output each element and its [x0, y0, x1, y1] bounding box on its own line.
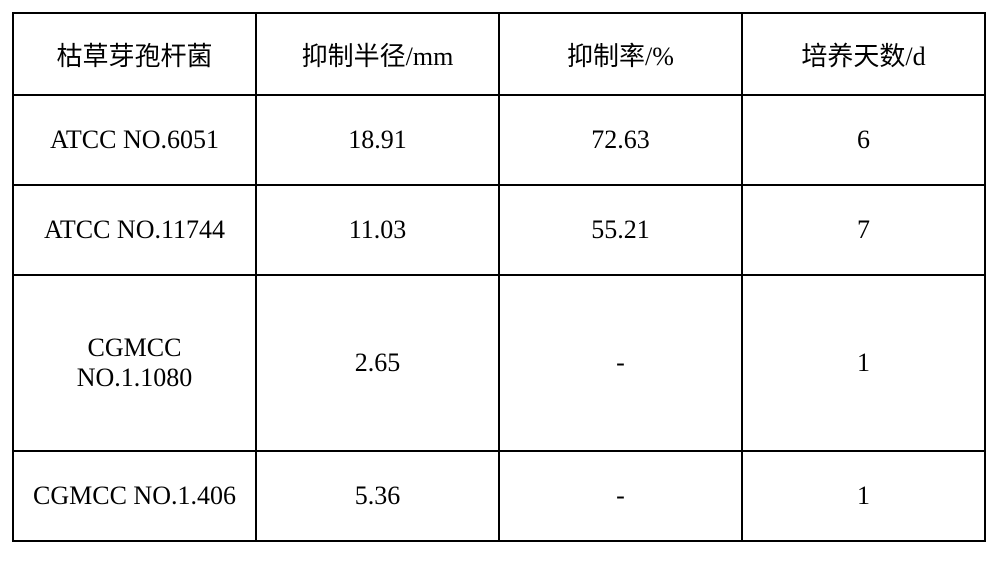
header-row: 枯草芽孢杆菌 抑制半径/mm 抑制率/% 培养天数/d [13, 13, 985, 95]
cell-rate: 72.63 [499, 95, 742, 185]
strain-line: CGMCC [88, 333, 182, 363]
strain-multiline: CGMCCNO.1.1080 [14, 319, 255, 407]
table-row: ATCC NO.1174411.0355.217 [13, 185, 985, 275]
table-row: CGMCC NO.1.4065.36-1 [13, 451, 985, 541]
table-row: CGMCCNO.1.10802.65-1 [13, 275, 985, 451]
cell-strain: ATCC NO.6051 [13, 95, 256, 185]
col-header-rate: 抑制率/% [499, 13, 742, 95]
table-row: ATCC NO.605118.9172.636 [13, 95, 985, 185]
cell-days: 6 [742, 95, 985, 185]
cell-rate: 55.21 [499, 185, 742, 275]
table-body: ATCC NO.605118.9172.636ATCC NO.1174411.0… [13, 95, 985, 541]
cell-strain: CGMCCNO.1.1080 [13, 275, 256, 451]
col-header-radius: 抑制半径/mm [256, 13, 499, 95]
data-table: 枯草芽孢杆菌 抑制半径/mm 抑制率/% 培养天数/d ATCC NO.6051… [12, 12, 986, 542]
cell-rate: - [499, 451, 742, 541]
col-header-strain: 枯草芽孢杆菌 [13, 13, 256, 95]
strain-line: NO.1.1080 [77, 363, 193, 393]
cell-radius: 18.91 [256, 95, 499, 185]
cell-days: 7 [742, 185, 985, 275]
cell-radius: 5.36 [256, 451, 499, 541]
col-header-days: 培养天数/d [742, 13, 985, 95]
cell-strain: ATCC NO.11744 [13, 185, 256, 275]
cell-rate: - [499, 275, 742, 451]
cell-days: 1 [742, 275, 985, 451]
table-head: 枯草芽孢杆菌 抑制半径/mm 抑制率/% 培养天数/d [13, 13, 985, 95]
cell-radius: 2.65 [256, 275, 499, 451]
cell-strain: CGMCC NO.1.406 [13, 451, 256, 541]
cell-days: 1 [742, 451, 985, 541]
cell-radius: 11.03 [256, 185, 499, 275]
